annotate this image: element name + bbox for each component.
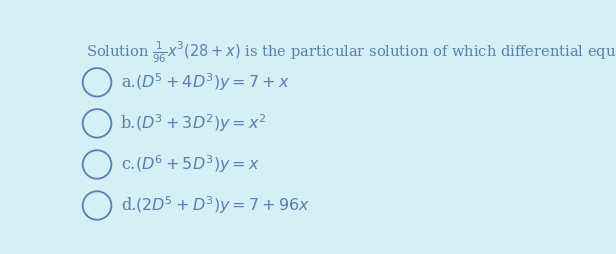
Text: $(D^5 + 4D^3)y = 7 + x$: $(D^5 + 4D^3)y = 7 + x$	[136, 71, 290, 93]
Text: $(2D^5 + D^3)y = 7 + 96x$: $(2D^5 + D^3)y = 7 + 96x$	[136, 195, 310, 216]
Text: d.: d.	[121, 197, 136, 214]
Text: c.: c.	[121, 156, 135, 173]
Text: a.: a.	[121, 74, 136, 91]
Text: b.: b.	[121, 115, 136, 132]
Text: $(D^3 + 3D^2)y = x^2$: $(D^3 + 3D^2)y = x^2$	[136, 113, 267, 134]
Text: Solution $\frac{1}{96}x^3(28 + x)$ is the particular solution of which different: Solution $\frac{1}{96}x^3(28 + x)$ is th…	[86, 39, 616, 65]
Text: $(D^6 + 5D^3)y = x$: $(D^6 + 5D^3)y = x$	[136, 154, 261, 175]
